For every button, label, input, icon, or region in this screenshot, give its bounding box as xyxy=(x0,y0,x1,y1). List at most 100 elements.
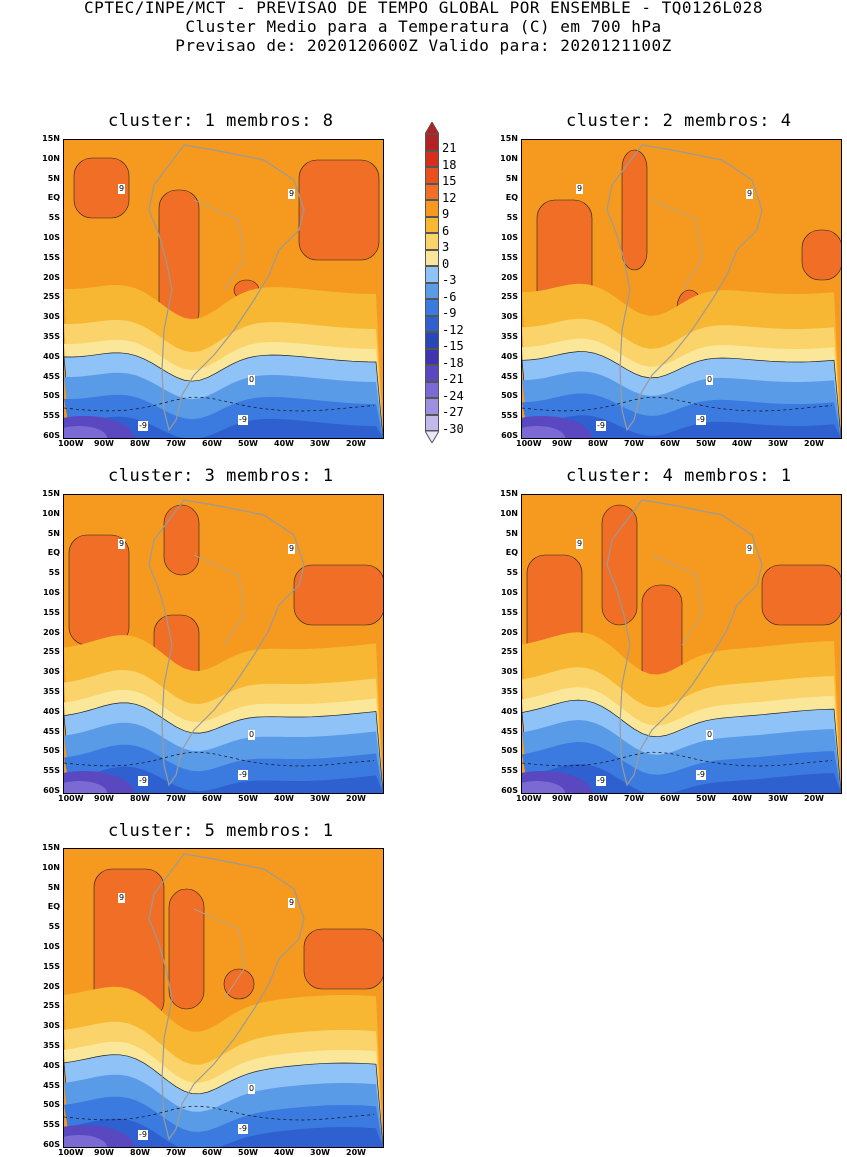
temperature-field xyxy=(522,140,841,438)
lat-tick-label: 5N xyxy=(505,528,518,538)
lat-tick-label: 10S xyxy=(501,233,518,242)
lon-tick-label: 60W xyxy=(202,1148,222,1157)
lat-tick-label: 35S xyxy=(501,687,518,696)
lat-tick-label: 50S xyxy=(501,391,518,401)
colorbar-segment xyxy=(425,266,439,283)
colorbar-label: 15 xyxy=(442,174,457,188)
lon-tick-label: 40W xyxy=(274,1148,294,1157)
lat-tick-label: 30S xyxy=(501,667,518,677)
lat-tick-label: 60S xyxy=(43,431,60,440)
lon-tick-label: 40W xyxy=(274,439,294,448)
colorbar-segment xyxy=(425,299,439,316)
colorbar-label: -30 xyxy=(442,421,464,436)
lon-tick-label: 30W xyxy=(768,439,788,448)
lat-tick-label: 5N xyxy=(47,882,60,892)
contour-label: -9 xyxy=(138,421,148,431)
lat-tick-label: 55S xyxy=(501,411,518,421)
lat-tick-label: 30S xyxy=(43,312,60,322)
contour-label: 9 xyxy=(746,189,754,199)
lon-tick-label: 40W xyxy=(732,794,752,803)
contour-label: 9 xyxy=(288,189,296,199)
lon-tick-label: 50W xyxy=(238,1148,258,1157)
lat-tick-label: 20S xyxy=(501,272,518,282)
lat-tick-label: 55S xyxy=(43,411,60,421)
contour-label: 9 xyxy=(746,544,754,554)
temperature-field xyxy=(522,495,841,793)
colorbar-label: 12 xyxy=(442,190,457,205)
colorbar-label: -21 xyxy=(442,372,464,386)
lat-tick-label: 55S xyxy=(43,1120,60,1130)
colorbar-label: -3 xyxy=(442,273,457,287)
lon-tick-label: 70W xyxy=(624,794,644,803)
lon-tick-label: 100W xyxy=(58,1148,84,1157)
lat-tick-label: 45S xyxy=(501,371,518,381)
lat-tick-label: 5S xyxy=(48,568,60,578)
lon-tick-label: 60W xyxy=(202,794,222,803)
lat-tick-label: 15N xyxy=(42,134,60,143)
contour-label: 9 xyxy=(576,184,584,194)
colorbar-segment xyxy=(425,167,439,184)
lon-tick-label: 60W xyxy=(202,439,222,448)
contour-label: 0 xyxy=(706,730,714,740)
lat-tick-label: 45S xyxy=(43,1080,60,1090)
header-line-1: CPTEC/INPE/MCT - PREVISAO DE TEMPO GLOBA… xyxy=(84,0,763,17)
lat-tick-label: EQ xyxy=(47,193,60,203)
colorbar-segment xyxy=(425,233,439,250)
lat-tick-label: 40S xyxy=(43,1060,60,1070)
contour-label: 9 xyxy=(288,544,296,554)
lat-tick-label: 10N xyxy=(500,508,518,518)
lat-tick-label: 50S xyxy=(43,746,60,756)
lon-tick-label: 30W xyxy=(768,794,788,803)
lon-tick-label: 90W xyxy=(94,794,114,803)
contour-label: 0 xyxy=(248,730,256,740)
colorbar-segment xyxy=(425,332,439,349)
lon-tick-label: 30W xyxy=(310,794,330,803)
lat-tick-label: 35S xyxy=(43,1041,60,1050)
map-panel-5 xyxy=(63,848,384,1148)
lon-tick-label: 20W xyxy=(804,439,824,448)
map-panel-4 xyxy=(521,494,842,794)
map-panel-1 xyxy=(63,139,384,439)
colorbar-segment xyxy=(425,365,439,382)
colorbar-segment xyxy=(425,381,439,398)
colorbar-label: 9 xyxy=(442,207,450,221)
lon-tick-label: 20W xyxy=(346,794,366,803)
contour-label: -9 xyxy=(596,421,606,431)
contour-label: 9 xyxy=(576,539,584,549)
lat-tick-label: 15S xyxy=(43,252,60,262)
colorbar-segment xyxy=(425,150,439,167)
lat-tick-label: 15S xyxy=(43,961,60,971)
lat-tick-label: 10S xyxy=(43,588,60,597)
panel-title-1: cluster: 1 membros: 8 xyxy=(108,111,334,131)
lon-tick-label: 90W xyxy=(94,439,114,448)
lat-tick-label: 40S xyxy=(43,351,60,361)
colorbar-segment xyxy=(425,414,439,431)
lat-tick-label: 10N xyxy=(500,153,518,163)
panel-title-3: cluster: 3 membros: 1 xyxy=(108,466,334,486)
lat-tick-label: 25S xyxy=(43,1001,60,1011)
colorbar-segment xyxy=(425,249,439,266)
colorbar-label: -24 xyxy=(442,388,464,403)
lon-tick-label: 80W xyxy=(588,794,608,803)
lat-tick-label: 15N xyxy=(42,489,60,498)
lat-tick-label: 15S xyxy=(43,607,60,617)
lon-tick-label: 90W xyxy=(552,439,572,448)
lon-tick-label: 50W xyxy=(696,439,716,448)
lat-tick-label: 25S xyxy=(43,647,60,657)
lat-tick-label: 20S xyxy=(43,981,60,991)
lat-tick-label: 10N xyxy=(42,508,60,518)
lat-tick-label: 10S xyxy=(501,588,518,597)
contour-label: 0 xyxy=(248,375,256,385)
lon-tick-label: 100W xyxy=(516,439,542,448)
lon-tick-label: 80W xyxy=(588,439,608,448)
lon-tick-label: 50W xyxy=(238,794,258,803)
lon-tick-label: 20W xyxy=(804,794,824,803)
lon-tick-label: 80W xyxy=(130,1148,150,1157)
colorbar-segment xyxy=(425,200,439,217)
lat-tick-label: 20S xyxy=(43,272,60,282)
lat-tick-label: 50S xyxy=(43,391,60,401)
temperature-field xyxy=(64,495,383,793)
lat-tick-label: 10S xyxy=(43,233,60,242)
contour-label: -9 xyxy=(696,415,706,425)
lat-tick-label: 60S xyxy=(43,1140,60,1149)
